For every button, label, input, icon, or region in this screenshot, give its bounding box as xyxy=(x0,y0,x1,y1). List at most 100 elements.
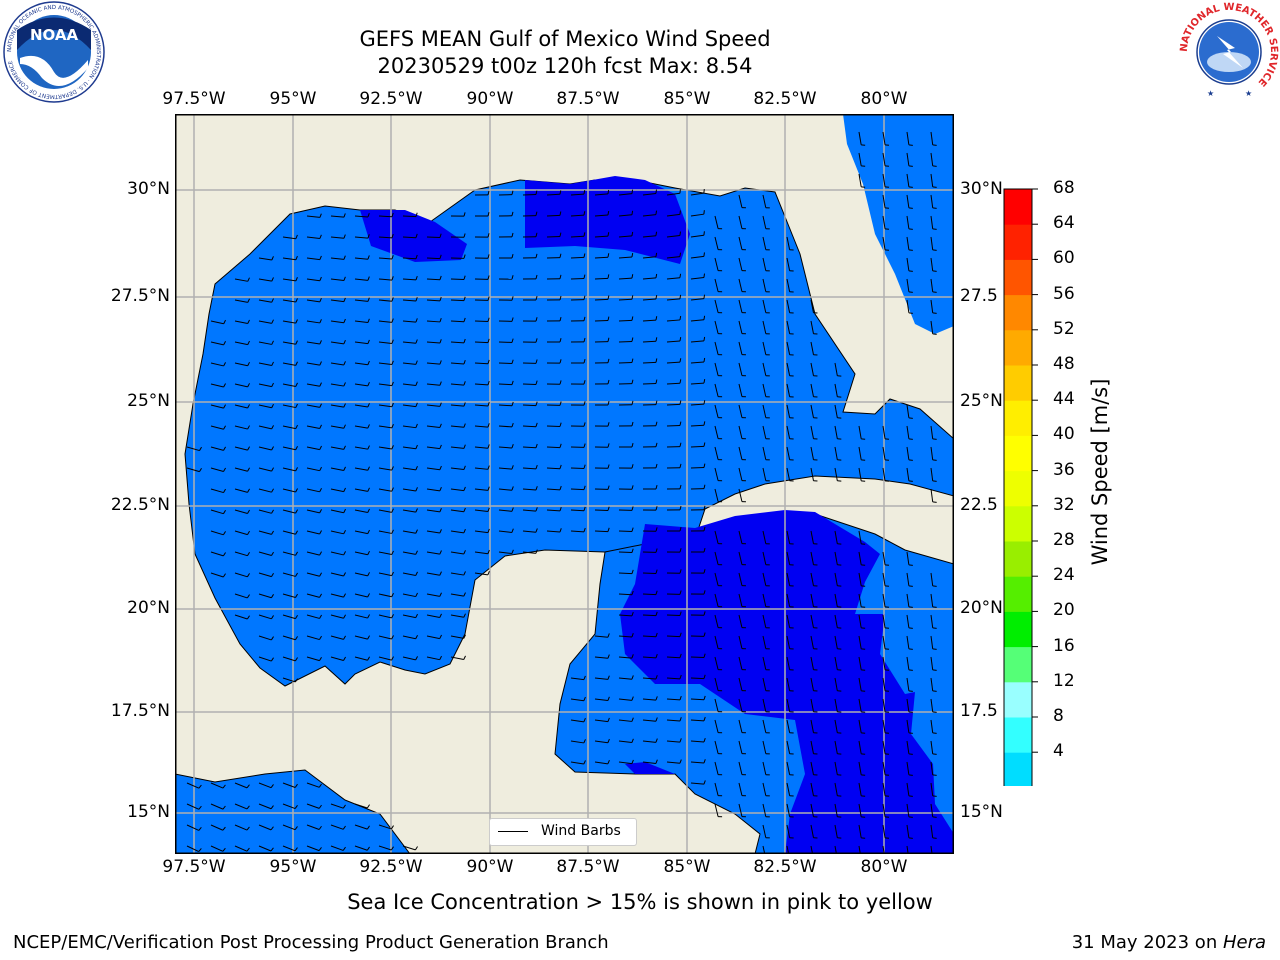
longitude-tick-label: 82.5°W xyxy=(753,857,817,877)
longitude-tick-label: 82.5°W xyxy=(753,89,817,109)
wind-barb xyxy=(618,654,634,659)
wind-barb xyxy=(258,803,274,810)
wind-barb xyxy=(450,402,466,407)
wind-barb xyxy=(666,653,682,659)
wind-barb xyxy=(762,257,770,272)
colorbar-segment xyxy=(1004,752,1032,786)
wind-barb xyxy=(354,529,370,535)
wind-barb xyxy=(450,275,466,281)
wind-barb xyxy=(930,320,937,335)
wind-barb xyxy=(594,316,610,322)
wind-barb xyxy=(858,761,866,776)
wind-barb xyxy=(210,362,226,367)
wind-barb xyxy=(282,509,298,514)
wind-barb xyxy=(426,317,442,323)
wind-barb xyxy=(858,719,866,734)
wind-barb xyxy=(426,655,442,661)
wind-barb xyxy=(810,656,818,671)
longitude-tick-label: 97.5°W xyxy=(162,857,226,877)
wind-barb xyxy=(594,717,610,723)
wind-barb xyxy=(378,297,394,302)
wind-barb xyxy=(930,635,937,650)
wind-barb xyxy=(354,403,370,408)
wind-barb xyxy=(378,824,394,830)
wind-barb xyxy=(594,400,610,406)
wind-barb xyxy=(786,803,794,818)
wind-barb xyxy=(498,528,514,533)
wind-barb xyxy=(858,698,866,713)
wind-barb xyxy=(522,190,538,196)
longitude-tick-label: 87.5°W xyxy=(556,857,620,877)
colorbar-segment xyxy=(1004,646,1032,683)
wind-barb xyxy=(354,656,370,661)
wind-barb xyxy=(882,551,890,566)
wind-barb xyxy=(210,383,226,388)
wind-barb xyxy=(810,446,818,461)
wind-barb xyxy=(378,233,394,239)
wind-barb xyxy=(378,381,394,387)
wind-barb xyxy=(186,803,202,810)
wind-barb xyxy=(402,466,418,471)
wind-barb xyxy=(714,341,723,356)
wind-barb xyxy=(498,549,514,555)
wind-barb xyxy=(618,759,634,765)
wind-barb xyxy=(642,506,658,511)
wind-barb xyxy=(882,803,890,818)
wind-barb xyxy=(354,297,370,302)
longitude-tick-label: 87.5°W xyxy=(556,89,620,109)
wind-barb xyxy=(930,656,937,671)
wind-barb xyxy=(618,231,634,238)
wind-barb xyxy=(882,215,890,230)
wind-barb xyxy=(258,382,274,388)
wind-barb xyxy=(930,446,937,461)
wind-barb xyxy=(858,803,866,818)
wind-barb xyxy=(858,551,866,566)
colorbar-tick-label: 56 xyxy=(1053,283,1075,304)
wind-barb xyxy=(666,484,682,490)
wind-barb xyxy=(450,613,466,618)
wind-barb xyxy=(570,485,586,491)
wind-barb xyxy=(714,593,723,608)
wind-barb xyxy=(402,212,418,218)
wind-barb xyxy=(738,803,746,818)
wind-barb xyxy=(642,316,658,322)
wind-barb xyxy=(930,173,937,188)
wind-barb xyxy=(618,548,634,554)
colorbar xyxy=(1003,188,1038,786)
wind-barb xyxy=(306,403,322,408)
wind-barb xyxy=(474,317,490,323)
wind-barb xyxy=(450,592,466,597)
colorbar-segment xyxy=(1004,541,1032,577)
longitude-tick-label: 95°W xyxy=(269,857,317,877)
wind-barb xyxy=(714,698,723,713)
colorbar-segment xyxy=(1004,611,1032,648)
wind-barb xyxy=(474,275,490,280)
wind-barb xyxy=(786,761,794,776)
wind-barb xyxy=(594,696,610,702)
wind-barb xyxy=(378,656,394,661)
wind-barb xyxy=(786,362,794,377)
wind-barb xyxy=(354,234,370,239)
wind-barb xyxy=(378,339,394,344)
wind-barb xyxy=(570,506,586,512)
wind-barb xyxy=(618,274,634,280)
wind-barb xyxy=(930,698,937,713)
wind-barb xyxy=(378,424,394,429)
wind-barb xyxy=(330,466,346,471)
wind-barb xyxy=(618,738,634,744)
wind-barb xyxy=(738,551,746,566)
wind-barb xyxy=(354,635,370,640)
wind-barb xyxy=(666,759,682,764)
wind-barb xyxy=(882,425,890,440)
wind-barb xyxy=(714,404,723,419)
wind-barb xyxy=(618,485,634,490)
wind-barb xyxy=(666,442,682,448)
wind-barb xyxy=(738,236,746,251)
wind-barb xyxy=(210,467,226,472)
wind-barb xyxy=(858,446,866,461)
wind-barb xyxy=(306,361,322,366)
wind-barb xyxy=(306,509,322,514)
wind-barb xyxy=(258,509,274,514)
wind-barb xyxy=(882,740,890,755)
wind-barb xyxy=(714,383,723,398)
